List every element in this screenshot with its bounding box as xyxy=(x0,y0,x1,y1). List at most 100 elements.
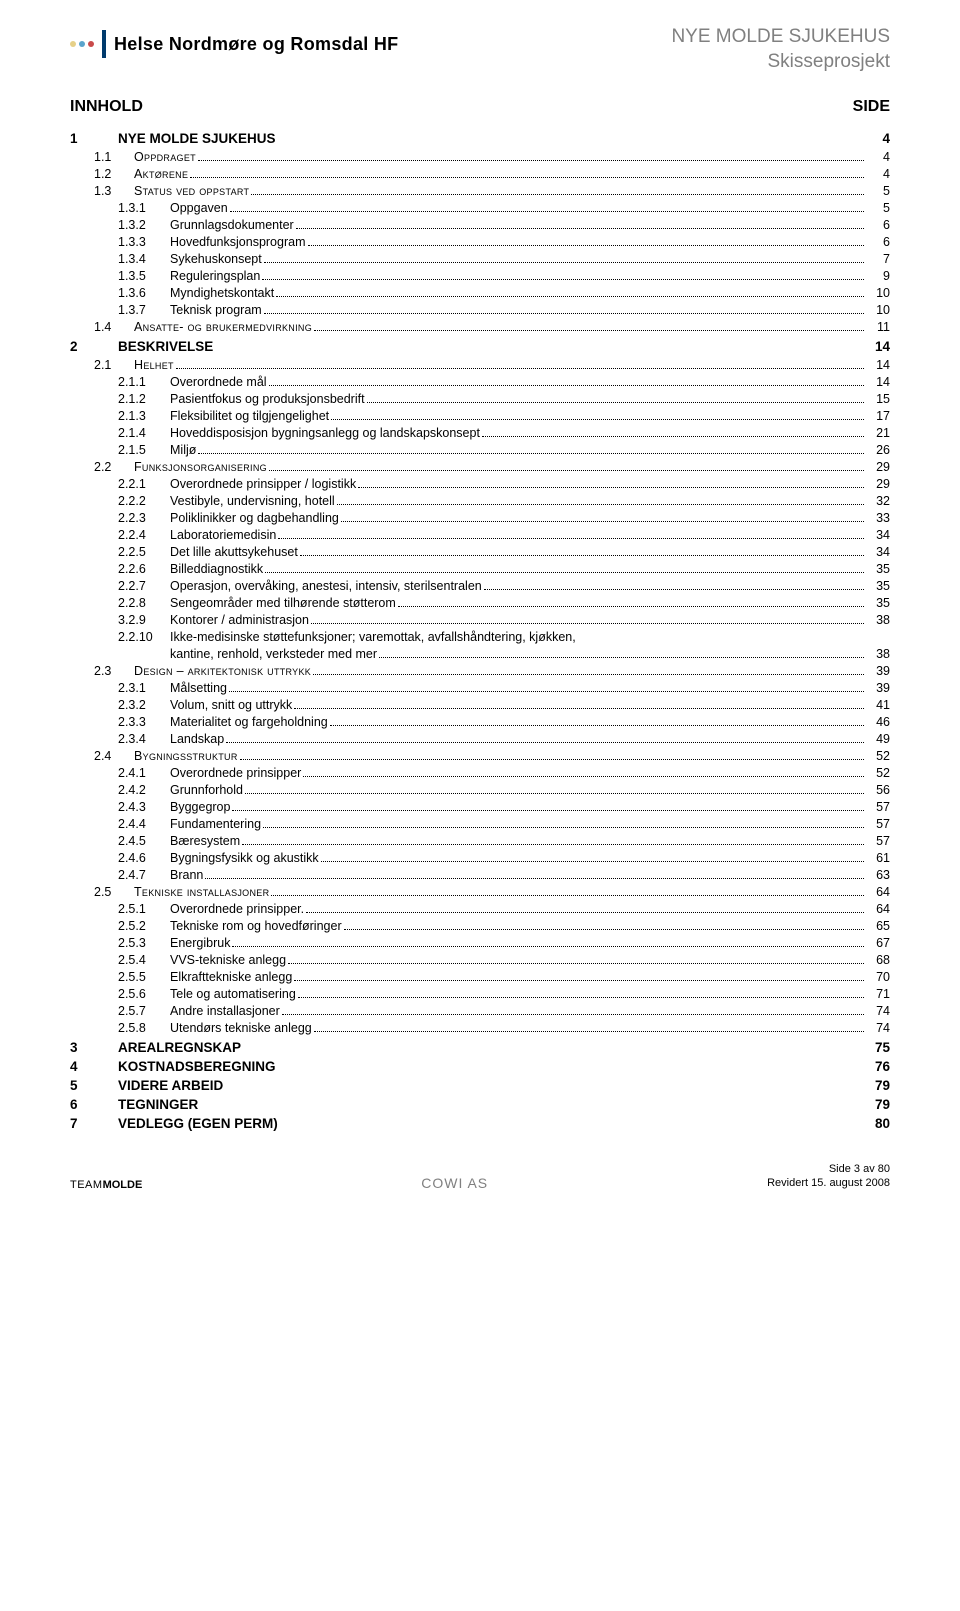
toc-page: 57 xyxy=(866,799,890,816)
toc-title: Materialitet og fargeholdning xyxy=(170,714,328,731)
page-footer: TEAMMOLDE COWI AS Side 3 av 80 Revidert … xyxy=(70,1162,890,1191)
toc-row: 2.4.1Overordnede prinsipper52 xyxy=(70,765,890,782)
logo-bar xyxy=(102,30,106,58)
toc-page: 57 xyxy=(866,816,890,833)
toc-dots xyxy=(367,402,864,403)
toc-row: 3.2.9Kontorer / administrasjon38 xyxy=(70,612,890,629)
toc-dots xyxy=(358,487,864,488)
toc-row: 2.3.2Volum, snitt og uttrykk41 xyxy=(70,697,890,714)
toc-page: 4 xyxy=(866,130,890,147)
toc-title: Fundamentering xyxy=(170,816,261,833)
toc-row: 1.1Oppdraget4 xyxy=(70,149,890,166)
toc-number: 1 xyxy=(70,130,118,147)
toc-row: 2.1.4Hoveddisposisjon bygningsanlegg og … xyxy=(70,425,890,442)
toc-number: 2.1.5 xyxy=(118,442,170,459)
toc-title: Tekniske installasjoner xyxy=(134,884,269,901)
toc-page: 17 xyxy=(866,408,890,425)
toc-dots xyxy=(263,827,864,828)
toc-number: 2.5.4 xyxy=(118,952,170,969)
toc-title: Reguleringsplan xyxy=(170,268,260,285)
toc-number: 2.1 xyxy=(94,357,134,374)
toc-number: 3 xyxy=(70,1039,118,1056)
toc-dots xyxy=(294,708,864,709)
toc-number: 1.3.2 xyxy=(118,217,170,234)
toc-page: 75 xyxy=(866,1039,890,1056)
toc-title: Funksjonsorganisering xyxy=(134,459,267,476)
toc-title: Grunnlagsdokumenter xyxy=(170,217,294,234)
footer-right: Side 3 av 80 Revidert 15. august 2008 xyxy=(767,1162,890,1191)
logo-dots xyxy=(70,41,94,47)
toc-number: 1.4 xyxy=(94,319,134,336)
toc-row: 1.3.4Sykehuskonsept7 xyxy=(70,251,890,268)
toc-page: 64 xyxy=(866,901,890,918)
toc-dots xyxy=(198,160,864,161)
toc-dots xyxy=(242,844,864,845)
toc-dots xyxy=(303,776,864,777)
toc-title: Bygningsfysikk og akustikk xyxy=(170,850,319,867)
toc-page: 5 xyxy=(866,200,890,217)
toc-page: 29 xyxy=(866,459,890,476)
toc-number: 2.4.5 xyxy=(118,833,170,850)
toc-page: 70 xyxy=(866,969,890,986)
toc-row: 2.4.2Grunnforhold56 xyxy=(70,782,890,799)
toc-dots xyxy=(176,368,864,369)
toc-heading-row: INNHOLD SIDE xyxy=(70,98,890,116)
toc-row: 2.5.4VVS-tekniske anlegg68 xyxy=(70,952,890,969)
toc-page: 63 xyxy=(866,867,890,884)
toc-row: 2.4.3Byggegrop57 xyxy=(70,799,890,816)
toc-number: 2.1.3 xyxy=(118,408,170,425)
toc-row: 2.4Bygningsstruktur52 xyxy=(70,748,890,765)
toc-dots xyxy=(264,262,864,263)
toc-number: 2.4.7 xyxy=(118,867,170,884)
toc-number: 1.2 xyxy=(94,166,134,183)
toc-title: Fleksibilitet og tilgjengelighet xyxy=(170,408,329,425)
toc-title: Overordnede prinsipper. xyxy=(170,901,304,918)
toc-number: 2.2.1 xyxy=(118,476,170,493)
toc-title: KOSTNADSBEREGNING xyxy=(118,1058,276,1075)
toc-page: 10 xyxy=(866,285,890,302)
toc-title: VVS-tekniske anlegg xyxy=(170,952,286,969)
toc-page: 39 xyxy=(866,680,890,697)
toc-number: 2.1.4 xyxy=(118,425,170,442)
toc-number: 2.2 xyxy=(94,459,134,476)
toc-page: 10 xyxy=(866,302,890,319)
project-title-line2: Skisseprosjekt xyxy=(671,50,890,75)
toc-dots xyxy=(232,946,864,947)
toc-dots xyxy=(278,538,864,539)
toc-number: 2.4.4 xyxy=(118,816,170,833)
toc-page: 52 xyxy=(866,748,890,765)
toc-number: 2.5.1 xyxy=(118,901,170,918)
toc-page: 71 xyxy=(866,986,890,1003)
toc-number: 7 xyxy=(70,1115,118,1132)
toc-row: 2.4.7Brann63 xyxy=(70,867,890,884)
toc-dots xyxy=(313,674,864,675)
toc-number: 4 xyxy=(70,1058,118,1075)
toc-page: 34 xyxy=(866,527,890,544)
logo-dot-1 xyxy=(70,41,76,47)
toc-row: 6TEGNINGER79 xyxy=(70,1096,890,1113)
toc-row-continuation: kantine, renhold, verksteder med mer38 xyxy=(70,646,890,663)
toc-number: 2.5.8 xyxy=(118,1020,170,1037)
toc-title: Overordnede mål xyxy=(170,374,267,391)
toc-row: 1.3.7Teknisk program10 xyxy=(70,302,890,319)
toc-title: Grunnforhold xyxy=(170,782,243,799)
toc-row: 1.2Aktørene4 xyxy=(70,166,890,183)
toc-dots xyxy=(344,929,864,930)
toc-title: AREALREGNSKAP xyxy=(118,1039,241,1056)
toc-dots xyxy=(306,912,864,913)
toc-dots xyxy=(331,419,864,420)
toc-dots xyxy=(205,878,864,879)
toc-title: Byggegrop xyxy=(170,799,230,816)
toc-page: 4 xyxy=(866,166,890,183)
toc-page: 5 xyxy=(866,183,890,200)
toc-number: 2.2.8 xyxy=(118,595,170,612)
toc-number: 2.5.3 xyxy=(118,935,170,952)
toc-dots xyxy=(251,194,864,195)
footer-revision-date: Revidert 15. august 2008 xyxy=(767,1176,890,1190)
toc-number: 5 xyxy=(70,1077,118,1094)
toc-dots xyxy=(341,521,864,522)
toc-page: 14 xyxy=(866,338,890,355)
footer-left: TEAMMOLDE xyxy=(70,1179,142,1191)
toc-page: 32 xyxy=(866,493,890,510)
toc-dots xyxy=(190,177,864,178)
